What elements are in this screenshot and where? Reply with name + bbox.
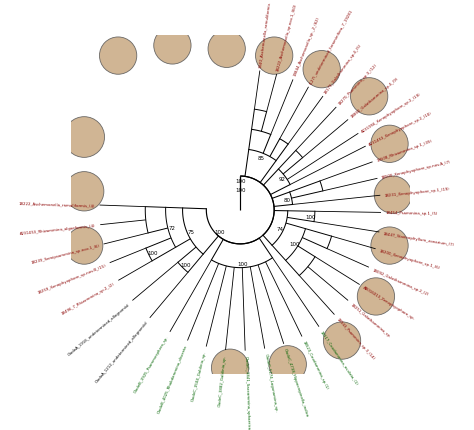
Text: 18217_Caudammina_ovulata_(1): 18217_Caudammina_ovulata_(1) <box>319 329 359 385</box>
Circle shape <box>357 278 395 315</box>
Text: (127)_undetermined_foraminifera_7_19281: (127)_undetermined_foraminifera_7_19281 <box>309 9 354 85</box>
Text: 100: 100 <box>305 214 316 219</box>
Circle shape <box>371 227 408 264</box>
Text: 92: 92 <box>278 177 285 182</box>
Text: 18259_Xenophyophore_sp.nov.B_(15): 18259_Xenophyophore_sp.nov.B_(15) <box>36 263 107 294</box>
Text: 18270_Psammina_sp.3_(12): 18270_Psammina_sp.3_(12) <box>337 63 378 106</box>
Text: 19844_Aschemonella_sp._2_(62): 19844_Aschemonella_sp._2_(62) <box>292 16 320 77</box>
Text: 18179_Galathammina_sp.4_(5): 18179_Galathammina_sp.4_(5) <box>324 43 363 95</box>
Circle shape <box>64 117 105 158</box>
Text: CladeB_3925_Psammosphera_sp.: CladeB_3925_Psammosphera_sp. <box>133 335 170 393</box>
Text: CladeC_3882_Galdinia_sp.: CladeC_3882_Galdinia_sp. <box>218 354 227 406</box>
Text: CladeC_3841_Saccammina_sphaerica: CladeC_3841_Saccammina_sphaerica <box>243 355 250 429</box>
Circle shape <box>255 38 293 75</box>
Text: 18496_7_Rhizammina_sp.2_(2): 18496_7_Rhizammina_sp.2_(2) <box>61 281 116 315</box>
Text: CladeC_4738_Hippocrepinella_indica: CladeC_4738_Hippocrepinella_indica <box>283 347 309 417</box>
Text: CladeA_1212_undetermined_allogromiid: CladeA_1212_undetermined_allogromiid <box>94 320 149 383</box>
Text: A231956_Xenophyophore_sp.2_(19): A231956_Xenophyophore_sp.2_(19) <box>361 92 422 133</box>
Text: 18523_Caudammina_sp.(1): 18523_Caudammina_sp.(1) <box>302 340 329 390</box>
Text: 75: 75 <box>188 230 195 235</box>
Circle shape <box>371 126 408 163</box>
Circle shape <box>208 31 246 68</box>
Text: CladeC_5174_Lagunamina_sp.: CladeC_5174_Lagunamina_sp. <box>264 353 278 412</box>
Circle shape <box>65 227 103 264</box>
Text: 74: 74 <box>276 226 283 231</box>
Circle shape <box>323 322 361 359</box>
Circle shape <box>350 78 388 116</box>
Circle shape <box>269 346 306 383</box>
Text: 18222_Aschemonella_ramuliformis_(4): 18222_Aschemonella_ramuliformis_(4) <box>19 201 96 207</box>
Text: 9340_Aschemonella_ramuliformis: 9340_Aschemonella_ramuliformis <box>258 1 272 68</box>
Circle shape <box>303 52 340 89</box>
Text: 100: 100 <box>289 242 300 247</box>
Text: A231453_Xenophyophore_sp.2_(10): A231453_Xenophyophore_sp.2_(10) <box>368 111 433 147</box>
Text: 100: 100 <box>214 229 224 234</box>
Text: 72: 72 <box>168 225 175 230</box>
Text: 18860_Galathammina_sp.4_(9): 18860_Galathammina_sp.4_(9) <box>350 77 400 119</box>
Text: 100: 100 <box>237 261 247 267</box>
Text: 18092_Galathammina_sp.2_(2): 18092_Galathammina_sp.2_(2) <box>372 267 429 296</box>
Text: 18454_Psammina_sp.1_(5): 18454_Psammina_sp.1_(5) <box>385 211 438 216</box>
Text: CladeA_1916_undetermined_allogromiid: CladeA_1916_undetermined_allogromiid <box>67 302 130 356</box>
Text: 18251_Galathammina_sp.: 18251_Galathammina_sp. <box>350 302 392 338</box>
Text: AB016013_Xenophyophore_sp.: AB016013_Xenophyophore_sp. <box>362 286 416 321</box>
Text: 18239_Semipsammina_sp.nov.1_(6): 18239_Semipsammina_sp.nov.1_(6) <box>30 243 100 264</box>
Text: 19508_Rhizammina_sp.1_(39): 19508_Rhizammina_sp.1_(39) <box>376 139 432 163</box>
Text: A231453_Rhizammina_algaeformis_(4): A231453_Rhizammina_algaeformis_(4) <box>20 224 96 236</box>
Text: CladeC_3504_Galdinia_sp.: CladeC_3504_Galdinia_sp. <box>191 350 207 401</box>
Text: 18447_Stannophyllum_zonarium_(7): 18447_Stannophyllum_zonarium_(7) <box>383 231 455 246</box>
Text: 80: 80 <box>284 197 291 202</box>
Text: 18222_Aschemonella_sp.nov.1_(60): 18222_Aschemonella_sp.nov.1_(60) <box>276 3 298 71</box>
Circle shape <box>374 177 411 214</box>
Text: 100: 100 <box>235 178 246 183</box>
Text: 100: 100 <box>235 187 246 193</box>
Text: 85: 85 <box>258 155 265 160</box>
Text: CladeB_4025_Rhabdammina_discreta: CladeB_4025_Rhabdammina_discreta <box>156 344 188 413</box>
Circle shape <box>211 349 249 387</box>
Circle shape <box>100 38 137 75</box>
Text: 18231_Xenophyophore_sp.1_(19): 18231_Xenophyophore_sp.1_(19) <box>384 187 450 197</box>
Text: 18943_Psammina_sp.3_(14): 18943_Psammina_sp.3_(14) <box>336 316 375 360</box>
Circle shape <box>154 28 191 65</box>
Text: 18500_Xenophyophore_sp.nov.A_(7): 18500_Xenophyophore_sp.nov.A_(7) <box>381 160 452 180</box>
Text: 18200_Xenophyophore_sp.1_(6): 18200_Xenophyophore_sp.1_(6) <box>379 249 441 270</box>
Circle shape <box>64 172 104 212</box>
Text: 100: 100 <box>147 251 158 256</box>
Text: 100: 100 <box>180 263 191 267</box>
